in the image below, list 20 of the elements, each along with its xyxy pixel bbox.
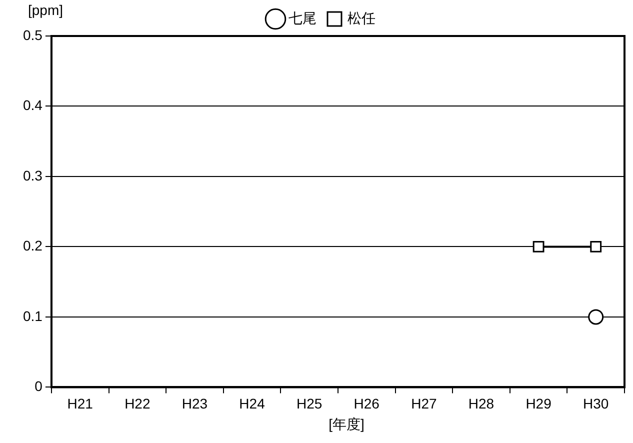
x-tick-label: H24 [239, 395, 266, 412]
y-axis-title: [ppm] [28, 2, 64, 18]
x-axis-title: [年度] [328, 416, 366, 434]
legend-label: 七尾 [288, 10, 316, 26]
y-tick-label: 0.5 [22, 26, 43, 43]
x-tick-label: H21 [67, 395, 94, 412]
x-tick-label: H26 [354, 395, 380, 412]
x-tick-label: H28 [468, 395, 494, 412]
x-tick-label: H22 [124, 395, 150, 412]
legend-label: 松任 [348, 10, 376, 26]
y-tick-label: 0 [34, 378, 43, 394]
x-tick-label: H30 [583, 395, 609, 412]
y-tick-label: 0.2 [22, 238, 43, 254]
y-tick-label: 0.3 [22, 167, 43, 184]
x-tick-label: H29 [526, 395, 552, 412]
x-tick-label: H25 [296, 395, 322, 412]
x-tick-label: H27 [411, 395, 437, 412]
y-tick-label: 0.4 [22, 97, 43, 114]
x-tick-label: H23 [182, 395, 208, 412]
y-tick-label: 0.1 [22, 308, 43, 324]
